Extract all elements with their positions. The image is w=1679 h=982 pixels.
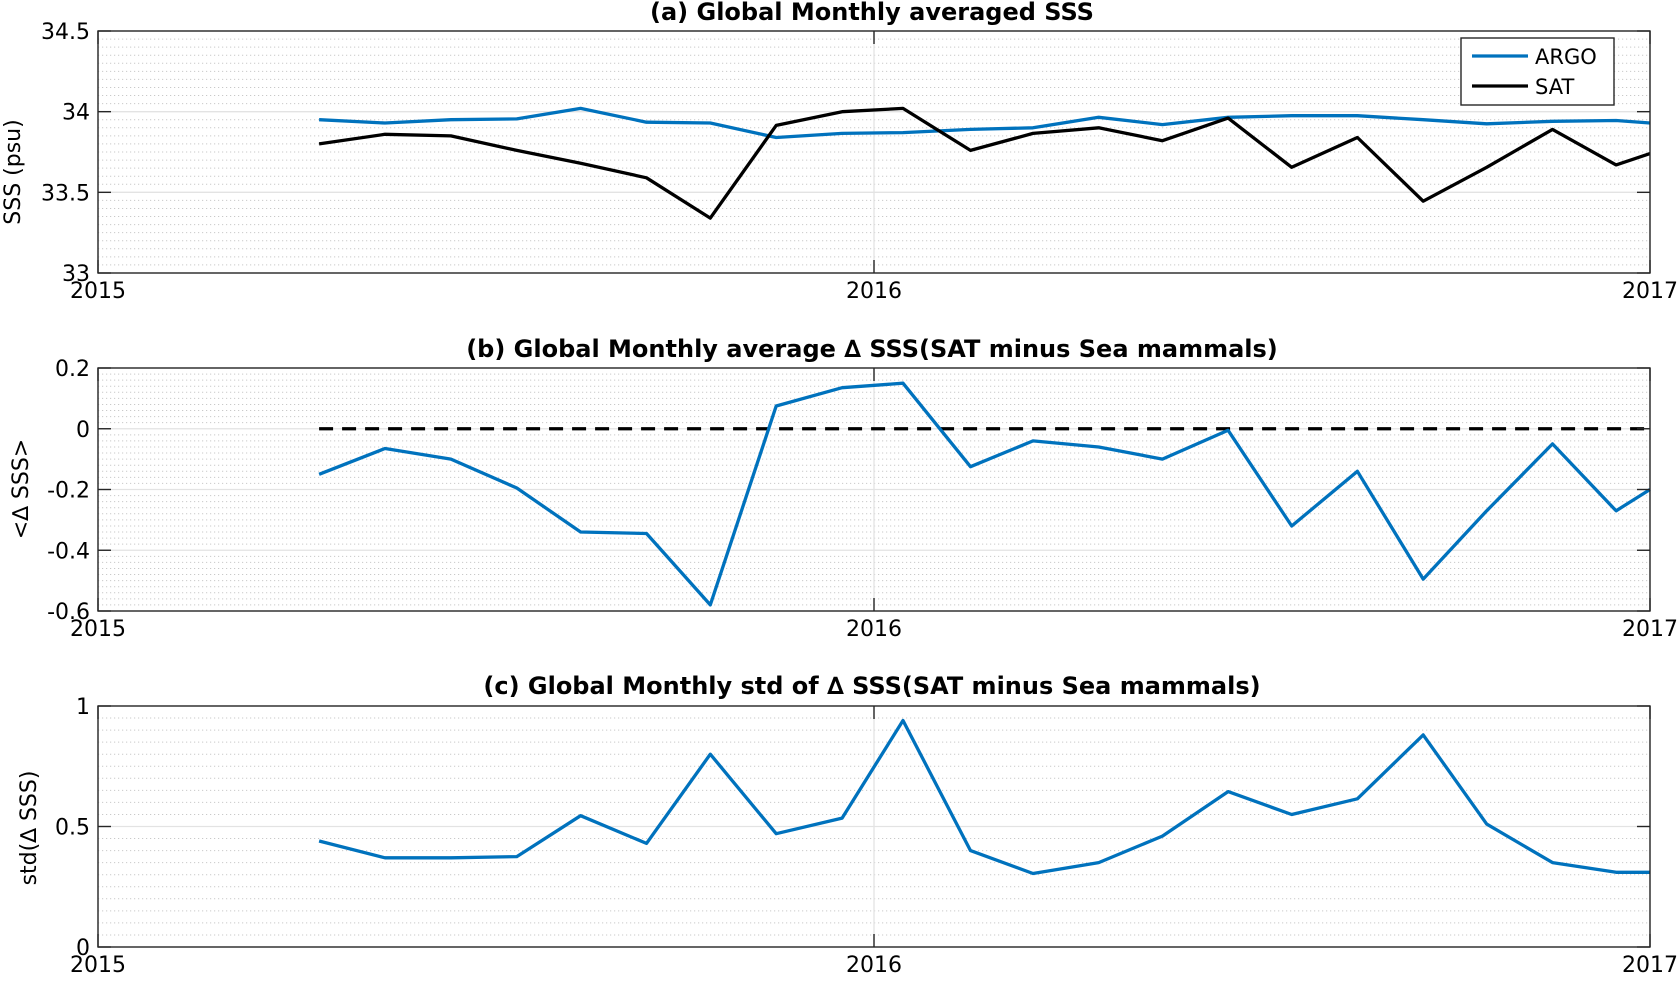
x-tick-label: 2017	[1622, 279, 1678, 304]
panel-c-ticks: 2015 2016 2017 0 0.5 1	[55, 695, 1678, 978]
x-tick-label: 2017	[1622, 953, 1678, 978]
panel-a-y-axis-label: SSS (psu)	[1, 119, 26, 224]
x-tick-label: 2015	[70, 279, 126, 304]
x-tick-label: 2015	[70, 617, 126, 642]
panel-a: (a) Global Monthly averaged SSS SSS (psu…	[1, 0, 1678, 304]
legend-box	[1460, 37, 1615, 106]
panel-b-series	[318, 381, 1651, 607]
panel-b-series-1-line	[318, 381, 1651, 607]
x-tick-label: 2016	[846, 953, 902, 978]
y-tick-label: 34	[62, 101, 90, 126]
panel-a-series	[318, 106, 1651, 220]
panel-b: (b) Global Monthly average ∆ SSS(SAT min…	[9, 335, 1678, 642]
panel-a-ticks: 2015 2016 2017 33 33.5 34 34.5	[41, 20, 1678, 304]
x-tick-label: 2015	[70, 953, 126, 978]
x-tick-label: 2016	[846, 617, 902, 642]
panel-a-legend: ARGO SAT	[1460, 37, 1615, 106]
y-tick-label: 1	[76, 695, 90, 720]
y-tick-label: 34.5	[41, 20, 90, 45]
y-tick-label: 0	[76, 418, 90, 443]
panel-a-title: (a) Global Monthly averaged SSS	[650, 0, 1094, 26]
y-tick-label: -0.4	[47, 539, 90, 564]
panel-c: (c) Global Monthly std of ∆ SSS(SAT minu…	[17, 672, 1678, 978]
x-tick-label: 2017	[1622, 617, 1678, 642]
panel-b-y-axis-label: <∆ SSS>	[9, 439, 34, 539]
panel-b-title: (b) Global Monthly average ∆ SSS(SAT min…	[466, 335, 1278, 363]
y-tick-label: 33.5	[41, 181, 90, 206]
panel-a-sat-line	[318, 106, 1651, 220]
panel-c-y-axis-label: std(∆ SSS)	[17, 771, 42, 886]
panel-b-ticks: 2015 2016 2017 -0.6 -0.4 -0.2 0 0.2	[47, 357, 1678, 642]
y-tick-label: 0.2	[55, 357, 90, 382]
panel-c-series-1-line	[318, 718, 1650, 876]
y-tick-label: 33	[62, 262, 90, 287]
panel-a-argo-line	[319, 106, 1651, 140]
x-tick-label: 2016	[846, 279, 902, 304]
y-tick-label: -0.6	[47, 600, 90, 625]
legend-argo-label: ARGO	[1535, 45, 1597, 69]
y-tick-label: 0	[76, 936, 90, 961]
legend-sat-label: SAT	[1535, 75, 1574, 99]
y-tick-label: -0.2	[47, 479, 90, 504]
panel-a-gridlines	[97, 30, 1651, 274]
y-tick-label: 0.5	[55, 816, 90, 841]
panel-c-title: (c) Global Monthly std of ∆ SSS(SAT minu…	[483, 672, 1260, 700]
